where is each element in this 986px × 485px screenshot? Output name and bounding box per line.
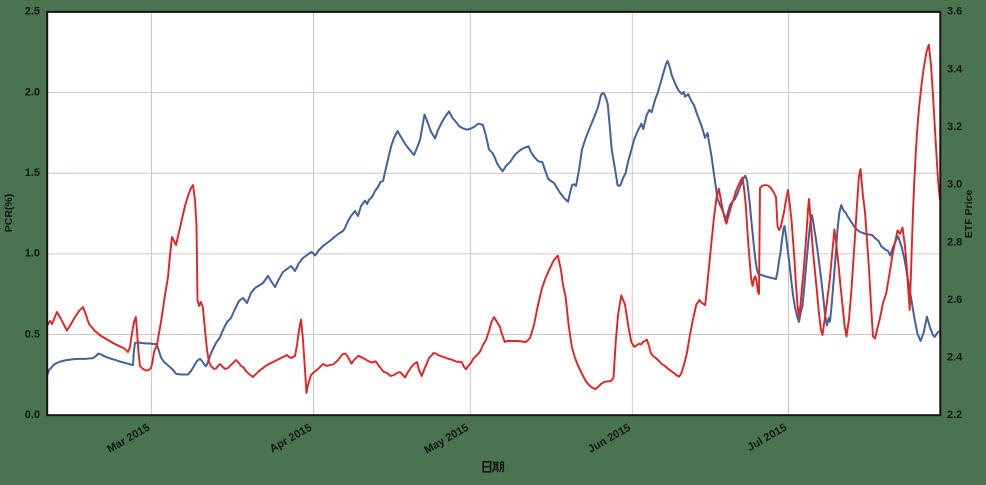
- svg-text:3.0: 3.0: [947, 179, 962, 191]
- svg-text:2.0: 2.0: [25, 86, 40, 98]
- svg-text:PCR(%): PCR(%): [3, 194, 15, 233]
- svg-text:2.8: 2.8: [947, 236, 962, 248]
- svg-text:1.5: 1.5: [25, 167, 40, 179]
- svg-text:3.6: 3.6: [947, 6, 962, 18]
- svg-text:2.6: 2.6: [947, 294, 962, 306]
- svg-text:2.2: 2.2: [947, 409, 962, 421]
- svg-text:2.5: 2.5: [25, 6, 40, 18]
- svg-text:3.4: 3.4: [947, 63, 963, 75]
- svg-text:3.2: 3.2: [947, 121, 962, 133]
- svg-text:ETF Price: ETF Price: [963, 190, 975, 239]
- svg-text:0.5: 0.5: [25, 328, 40, 340]
- svg-text:2.4: 2.4: [947, 352, 963, 364]
- svg-text:1.0: 1.0: [25, 248, 40, 260]
- svg-text:0.0: 0.0: [25, 409, 40, 421]
